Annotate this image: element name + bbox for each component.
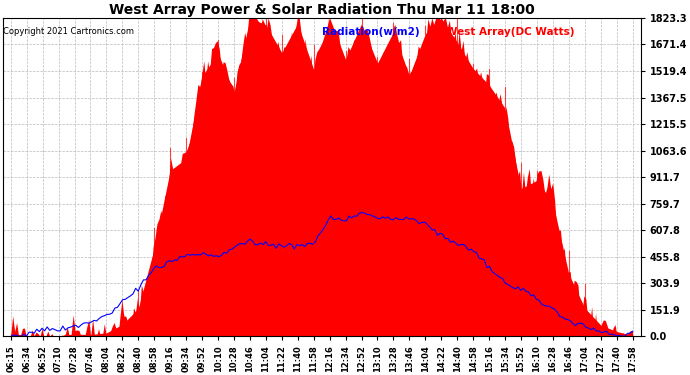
Text: Radiation(w/m2): Radiation(w/m2) [322, 27, 420, 38]
Text: Copyright 2021 Cartronics.com: Copyright 2021 Cartronics.com [3, 27, 135, 36]
Text: West Array(DC Watts): West Array(DC Watts) [446, 27, 575, 38]
Title: West Array Power & Solar Radiation Thu Mar 11 18:00: West Array Power & Solar Radiation Thu M… [109, 3, 535, 17]
